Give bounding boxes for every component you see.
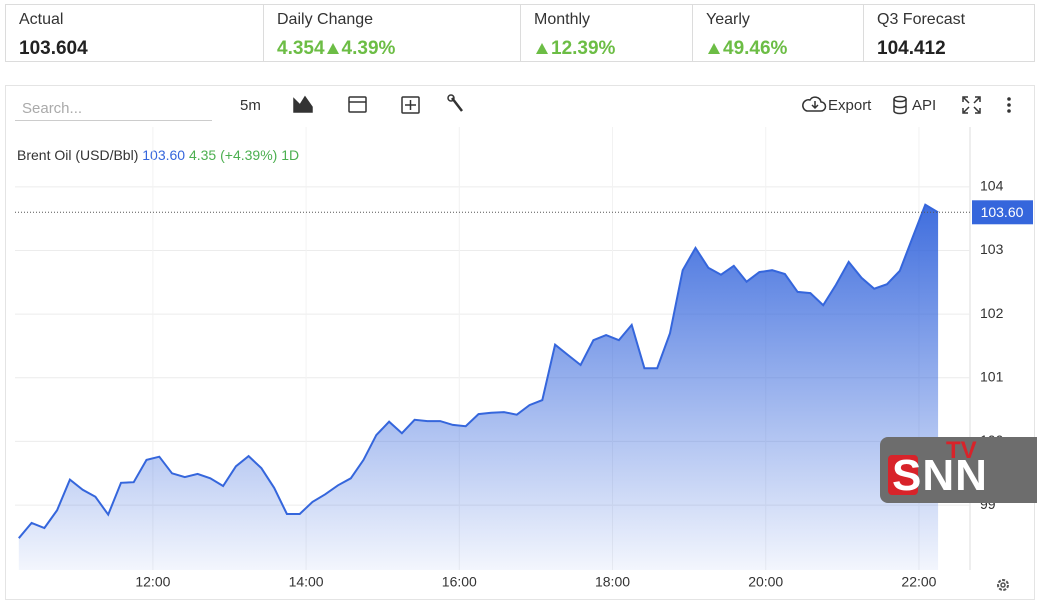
- area-fill: [18, 204, 939, 570]
- interval-button[interactable]: 5m: [240, 97, 261, 114]
- export-button[interactable]: Export: [828, 97, 872, 114]
- stat-yearly: Yearly 49.46%: [692, 4, 864, 62]
- api-button[interactable]: API: [912, 97, 937, 114]
- y-tick-label: 101: [980, 368, 1004, 384]
- toolbar-icons: [293, 94, 1011, 115]
- stat-label: Daily Change: [277, 11, 374, 28]
- gear-icon[interactable]: [994, 576, 1012, 594]
- y-tick-label: 103: [980, 241, 1004, 257]
- stat-actual: Actual 103.604: [5, 4, 264, 62]
- chart-legend: Brent Oil (USD/Bbl) 103.60 4.35 (+4.39%)…: [17, 147, 299, 163]
- last-price-label: 103.60: [981, 204, 1024, 220]
- stat-label: Actual: [19, 11, 64, 28]
- price-line: [18, 203, 939, 539]
- fullscreen-icon[interactable]: [962, 96, 981, 114]
- x-tick-label: 12:00: [135, 574, 170, 590]
- stat-value: 4.354: [277, 38, 325, 59]
- stat-change: 4.39%: [341, 38, 396, 59]
- stat-value-wrap: 12.39%: [534, 38, 615, 60]
- export-icon[interactable]: [802, 96, 827, 112]
- legend-period: 1D: [281, 147, 300, 163]
- x-tick-label: 20:00: [748, 574, 783, 590]
- x-tick-label: 16:00: [442, 574, 477, 590]
- x-tick-label: 14:00: [289, 574, 324, 590]
- stat-label: Q3 Forecast: [877, 11, 966, 28]
- legend-change: 4.35 (+4.39%): [188, 147, 278, 163]
- stat-label: Monthly: [534, 11, 591, 28]
- add-icon[interactable]: [401, 96, 420, 114]
- stat-change: 12.39%: [551, 38, 616, 59]
- stat-label: Yearly: [706, 11, 750, 28]
- last-price-box: [972, 200, 1033, 225]
- watermark-text: SNN: [892, 451, 988, 500]
- stat-monthly: Monthly 12.39%: [520, 4, 693, 62]
- y-tick-label: 104: [980, 178, 1004, 194]
- stat-forecast: Q3 Forecast 104.412: [863, 4, 1035, 62]
- calendar-icon[interactable]: [348, 96, 367, 113]
- x-tick-label: 18:00: [595, 574, 630, 590]
- chart-type-icon[interactable]: [293, 95, 313, 113]
- watermark-badge: TV: [946, 437, 977, 464]
- stat-value-wrap: 4.354 4.39%: [277, 38, 395, 60]
- search-placeholder: Search...: [22, 100, 83, 117]
- search-box[interactable]: Search...: [15, 94, 212, 121]
- stat-value: 104.412: [877, 38, 946, 59]
- y-tick-label: 102: [980, 305, 1004, 321]
- stat-value-wrap: 49.46%: [706, 38, 787, 60]
- x-tick-label: 22:00: [901, 574, 936, 590]
- stat-change: 49.46%: [723, 38, 788, 59]
- chart-title: Brent Oil (USD/Bbl): [17, 147, 139, 163]
- more-icon[interactable]: [1007, 97, 1011, 113]
- stat-value: 103.604: [19, 38, 88, 59]
- watermark: SNN TV: [880, 437, 1037, 503]
